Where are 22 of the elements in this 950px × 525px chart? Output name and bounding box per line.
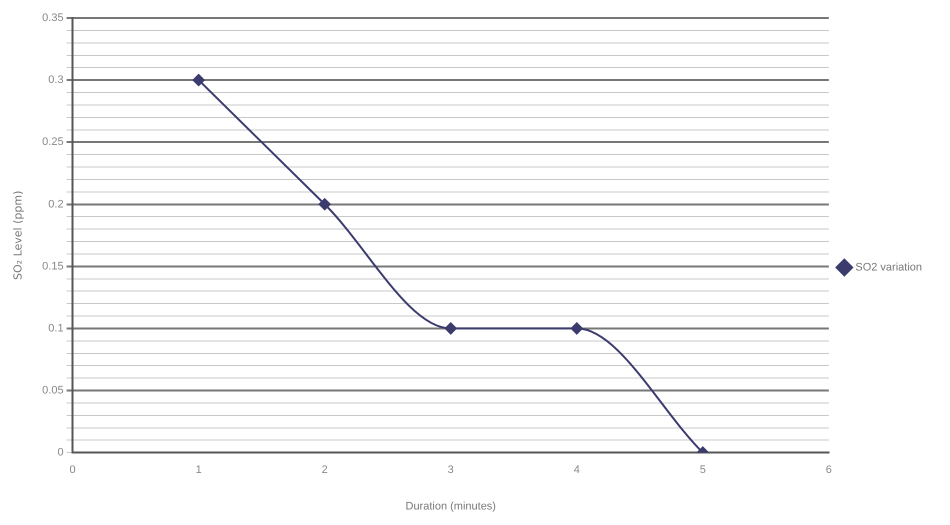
x-tick-label: 3 bbox=[448, 464, 454, 476]
y-tick-label: 0.35 bbox=[42, 12, 64, 24]
y-tick-label: 0.1 bbox=[48, 322, 64, 334]
point bbox=[318, 198, 331, 210]
y-tick-label: 0 bbox=[57, 446, 64, 459]
y-tick-label: 0.2 bbox=[48, 198, 64, 210]
y-tick-label: 0.15 bbox=[42, 260, 64, 272]
x-tick-label: 1 bbox=[196, 464, 202, 476]
x-tick-label: 5 bbox=[700, 464, 706, 476]
y-tick-label: 0.3 bbox=[48, 74, 64, 86]
legend-label: SO2 variation bbox=[855, 262, 922, 274]
point bbox=[570, 322, 583, 334]
point bbox=[444, 322, 457, 334]
x-tick-label: 6 bbox=[826, 464, 832, 476]
y-axis-title: SO₂ Level (ppm) bbox=[11, 190, 24, 280]
x-tick-label: 0 bbox=[70, 464, 76, 476]
x-tick-label: 4 bbox=[574, 464, 580, 476]
x-tick-label: 2 bbox=[322, 464, 328, 476]
y-tick-label: 0.25 bbox=[42, 136, 64, 148]
x-axis-title: Duration (minutes) bbox=[405, 500, 496, 512]
point bbox=[192, 74, 205, 86]
y-tick-label: 0.05 bbox=[42, 384, 64, 397]
